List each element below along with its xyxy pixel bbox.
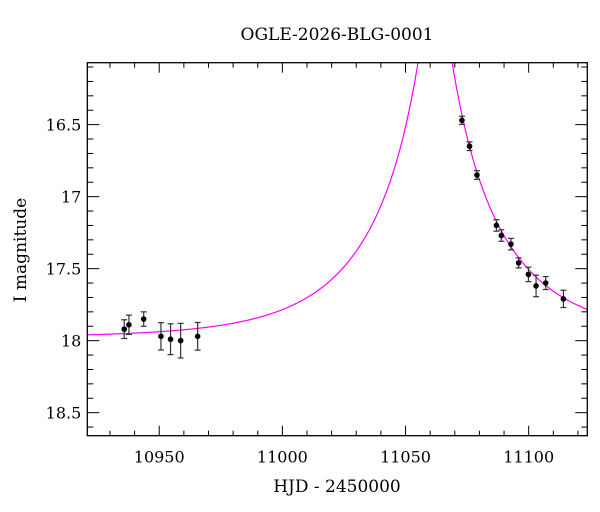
data-point — [493, 219, 500, 232]
x-tick-label: 11000 — [257, 448, 308, 467]
data-point — [466, 141, 473, 152]
point-marker — [515, 260, 522, 266]
plot-frame — [86, 62, 588, 437]
data-point — [458, 115, 465, 125]
x-tick-label: 11100 — [503, 448, 554, 467]
data-point — [542, 275, 549, 291]
point-marker — [177, 337, 184, 344]
data-point — [140, 311, 147, 327]
y-tick-label: 17 — [61, 188, 81, 207]
point-marker — [525, 271, 532, 278]
data-point — [157, 322, 164, 351]
data-point — [533, 274, 540, 298]
data-point — [167, 323, 174, 356]
data-point — [525, 266, 532, 283]
point-marker — [542, 280, 549, 286]
y-tick-label: 17.5 — [46, 260, 82, 279]
point-marker — [167, 336, 174, 343]
data-point — [498, 229, 505, 242]
point-marker — [508, 241, 514, 247]
point-marker — [498, 232, 505, 239]
data-point — [560, 289, 567, 309]
point-marker — [194, 333, 201, 340]
point-marker — [493, 222, 500, 229]
data-points-layer — [121, 115, 567, 359]
data-point — [473, 170, 480, 180]
data-point — [177, 322, 184, 359]
model-curve — [87, 62, 588, 336]
point-marker — [126, 322, 132, 328]
chart-title: OGLE-2026-BLG-0001 — [241, 25, 434, 45]
point-marker — [466, 143, 473, 150]
data-point — [194, 321, 201, 351]
point-marker — [459, 117, 465, 124]
model-curve-layer — [87, 62, 588, 336]
point-marker — [533, 283, 539, 289]
data-point — [515, 257, 522, 269]
data-point — [121, 319, 128, 340]
y-tick-label: 16.5 — [46, 116, 82, 135]
point-marker — [140, 316, 147, 322]
x-tick-label: 10950 — [134, 448, 185, 467]
point-marker — [158, 333, 164, 340]
axis-ticks: 10950 11000 11050 11100 16.5 17 17.5 18 18.5 — [46, 62, 588, 467]
data-point — [125, 314, 132, 336]
point-marker — [121, 326, 128, 332]
data-point — [507, 237, 514, 251]
y-tick-label: 18 — [61, 332, 81, 351]
point-marker — [560, 296, 567, 302]
x-axis-label: HJD - 2450000 — [273, 477, 401, 497]
point-marker — [474, 172, 480, 178]
x-tick-label: 11050 — [380, 448, 431, 467]
y-tick-label: 18.5 — [46, 404, 82, 423]
y-axis-label: I magnitude — [11, 198, 31, 302]
